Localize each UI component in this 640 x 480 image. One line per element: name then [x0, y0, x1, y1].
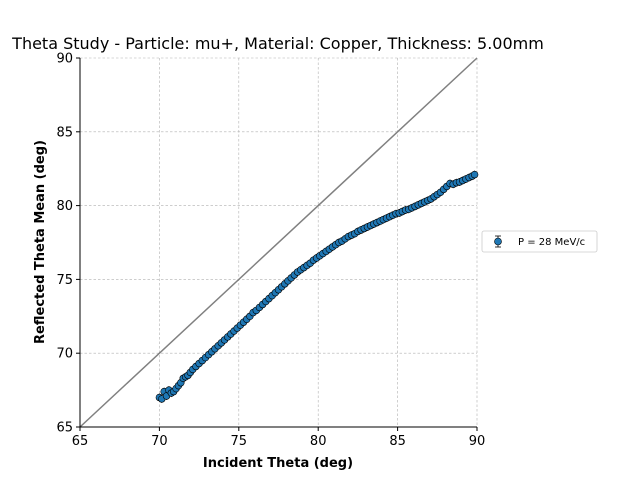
y-tick-label: 85 — [56, 125, 73, 140]
x-tick-label: 85 — [389, 434, 406, 449]
x-tick-label: 90 — [469, 434, 486, 449]
y-tick-label: 75 — [56, 273, 73, 288]
x-tick-label: 80 — [310, 434, 327, 449]
data-points — [155, 170, 479, 403]
legend-frame — [481, 230, 598, 253]
legend-label: P = 28 MeV/c — [518, 237, 585, 248]
x-axis-label: Incident Theta (deg) — [203, 456, 353, 471]
chart-title: Theta Study - Particle: mu+, Material: C… — [11, 34, 544, 53]
data-point — [470, 170, 479, 179]
reference-line — [79, 57, 478, 428]
y-axis-label: Reflected Theta Mean (deg) — [33, 140, 48, 344]
x-tick-label: 65 — [72, 434, 89, 449]
reference-line-y-equals-x — [79, 57, 478, 428]
y-tick-label: 90 — [56, 52, 73, 67]
x-tick-label: 70 — [151, 434, 168, 449]
y-tick-label: 80 — [56, 199, 73, 214]
y-tick-label: 70 — [56, 347, 73, 362]
axes — [79, 58, 477, 428]
y-tick-label: 65 — [56, 421, 73, 436]
x-tick-label: 75 — [231, 434, 248, 449]
legend: P = 28 MeV/c — [481, 230, 598, 253]
legend-marker — [494, 237, 502, 246]
ticks: 65 70 75 80 85 90 65 70 75 80 85 90 — [56, 52, 485, 450]
